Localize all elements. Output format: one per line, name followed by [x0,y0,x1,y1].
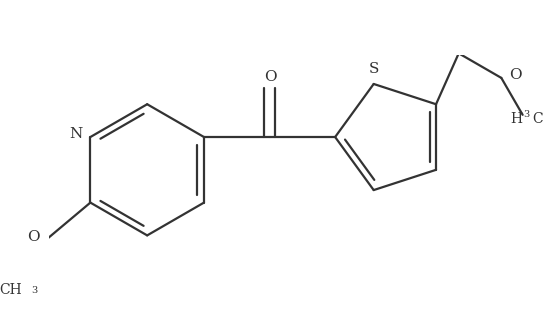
Text: N: N [69,128,82,142]
Text: O: O [27,230,40,244]
Text: S: S [368,62,379,76]
Text: O: O [509,68,522,82]
Text: 3: 3 [523,110,530,119]
Text: 3: 3 [31,286,37,295]
Text: H: H [510,112,522,126]
Text: CH: CH [0,283,21,297]
Text: C: C [532,112,543,126]
Text: O: O [265,70,277,84]
